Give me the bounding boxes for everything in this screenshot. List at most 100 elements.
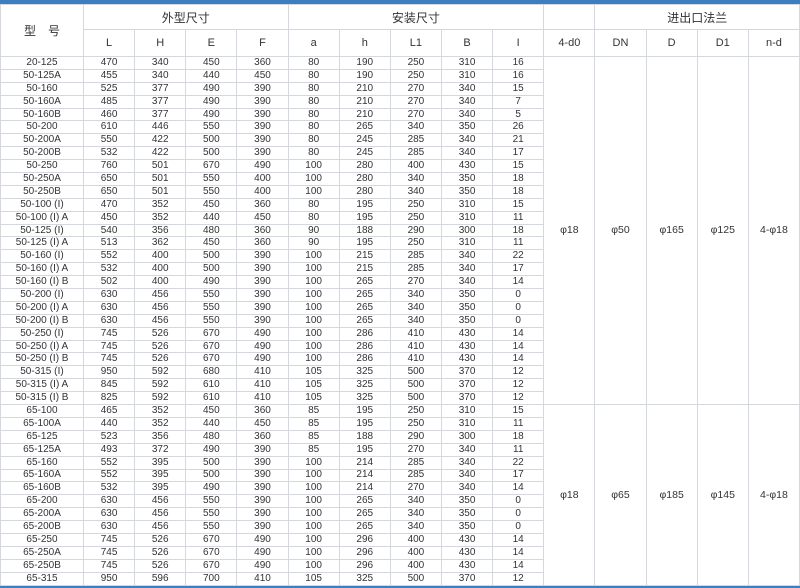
table-row: 50-250 (Ⅰ) A 745 526 670 490 100 286 410 430 14: [0, 339, 800, 354]
value-cell: 630: [82, 313, 136, 328]
model-cell: 65-200B: [0, 520, 84, 534]
value-cell: 400: [389, 545, 442, 560]
value-cell: 14: [492, 326, 545, 341]
value-cell: 210: [338, 107, 391, 122]
value-cell: 400: [134, 249, 187, 264]
value-cell: 290: [389, 429, 442, 444]
value-cell: 265: [338, 520, 391, 534]
column-header-D1: D1: [696, 29, 749, 57]
value-cell: 550: [185, 184, 238, 199]
table-row: 50-200 (Ⅰ) A 630 456 550 390 100 265 340 350 0: [0, 300, 800, 315]
value-cell: 500: [185, 249, 238, 264]
value-cell: 550: [185, 300, 238, 315]
model-cell: 65-160B: [0, 481, 84, 496]
value-cell: 310: [440, 416, 494, 431]
value-cell: 670: [185, 532, 238, 547]
value-cell: 100: [287, 468, 340, 483]
value-cell: 100: [287, 481, 340, 496]
value-cell: 100: [287, 455, 340, 470]
model-cell: 65-315: [0, 571, 84, 587]
value-cell: 680: [185, 365, 238, 380]
value-cell: 390: [236, 520, 289, 534]
value-cell: 12: [492, 365, 545, 380]
table-row: 65-125 523 356 480 360 85 188 290 300 18: [0, 429, 800, 444]
value-cell: 490: [236, 326, 289, 341]
value-cell: 18: [492, 223, 545, 238]
value-cell: 270: [389, 481, 442, 496]
model-cell: 50-125 (Ⅰ): [0, 223, 84, 238]
value-cell: 540: [82, 223, 136, 238]
group-header-inlet-outlet-flange: 进出口法兰: [594, 4, 800, 30]
value-cell: 670: [185, 545, 238, 560]
column-header-F: F: [236, 29, 289, 57]
value-cell: 360: [236, 429, 289, 444]
value-cell: 265: [338, 288, 391, 302]
model-cell: 65-250A: [0, 545, 84, 560]
value-cell: 100: [287, 558, 340, 573]
value-cell: 340: [440, 262, 494, 277]
value-cell: 15: [492, 404, 545, 418]
model-cell: 50-160A: [0, 94, 84, 109]
value-cell: 214: [338, 468, 391, 483]
value-cell: 440: [185, 210, 238, 225]
value-cell: 700: [185, 571, 238, 587]
value-cell: 250: [389, 404, 442, 418]
value-cell: 0: [492, 507, 545, 522]
value-cell: 500: [185, 146, 238, 161]
group-header-outline-dimensions: 外型尺寸: [83, 4, 289, 30]
model-cell: 65-200A: [0, 507, 84, 522]
value-cell: 245: [338, 146, 391, 161]
value-cell: 286: [338, 326, 391, 341]
column-header-DN: DN: [594, 29, 647, 57]
value-cell: 340: [389, 520, 442, 534]
table-row: 65-125A 493 372 490 390 85 195 270 340 11: [0, 442, 800, 457]
value-cell: 745: [82, 326, 136, 341]
model-cell: 50-125A: [0, 68, 84, 83]
value-cell: 410: [236, 391, 289, 406]
value-cell: 390: [236, 146, 289, 161]
column-header-E: E: [185, 29, 238, 57]
value-cell: 526: [134, 326, 187, 341]
header-column-row: L H E F a h L1 B I 4-d0 DN D D1 n-d: [1, 29, 800, 57]
value-cell: 340: [389, 120, 442, 135]
value-cell: 300: [440, 223, 494, 238]
value-cell: 630: [82, 520, 136, 534]
value-cell: 550: [185, 520, 238, 534]
value-cell: 460: [82, 107, 136, 122]
value-cell: 286: [338, 352, 391, 367]
value-cell: 0: [492, 288, 545, 302]
value-cell: 100: [287, 159, 340, 174]
value-cell: 100: [287, 545, 340, 560]
flange-cell-n-d: 4-φ18: [747, 55, 800, 406]
value-cell: 500: [185, 133, 238, 148]
value-cell: 550: [82, 133, 136, 148]
value-cell: 90: [287, 223, 340, 238]
flange-cell-n-d: 4-φ18: [747, 404, 800, 586]
column-header-H: H: [134, 29, 187, 57]
value-cell: 285: [389, 262, 442, 277]
value-cell: 372: [134, 442, 187, 457]
value-cell: 350: [440, 494, 494, 509]
value-cell: 526: [134, 545, 187, 560]
value-cell: 80: [287, 146, 340, 161]
value-cell: 310: [440, 56, 494, 70]
value-cell: 490: [236, 159, 289, 174]
value-cell: 5: [492, 107, 545, 122]
value-cell: 340: [134, 56, 187, 70]
value-cell: 195: [338, 210, 391, 225]
value-cell: 430: [440, 159, 494, 174]
value-cell: 21: [492, 133, 545, 148]
value-cell: 465: [82, 404, 136, 418]
value-cell: 100: [287, 313, 340, 328]
value-cell: 250: [389, 197, 442, 212]
flange-cell-DN: φ65: [594, 404, 647, 586]
value-cell: 340: [389, 313, 442, 328]
value-cell: 12: [492, 571, 545, 587]
value-cell: 390: [236, 275, 289, 290]
table-row: 65-160B 532 395 490 390 100 214 270 340 14: [0, 481, 800, 496]
value-cell: 377: [134, 107, 187, 122]
value-cell: 630: [82, 288, 136, 302]
value-cell: 85: [287, 429, 340, 444]
value-cell: 410: [236, 571, 289, 587]
